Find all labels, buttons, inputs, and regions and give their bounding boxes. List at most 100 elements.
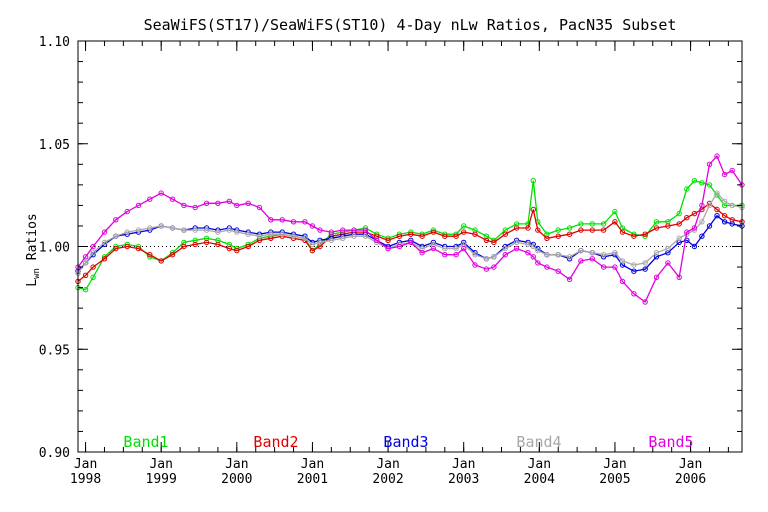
data-point: [279, 217, 285, 223]
data-point: [351, 227, 357, 233]
data-point: [90, 250, 96, 256]
data-point: [555, 252, 561, 258]
data-point: [714, 206, 720, 213]
data-point: [215, 200, 221, 207]
data-point: [461, 229, 467, 235]
data-point: [691, 210, 698, 217]
y-axis-label-sub: wn: [32, 268, 42, 279]
data-point: [525, 225, 531, 231]
data-point: [706, 202, 713, 209]
data-point: [653, 225, 660, 231]
data-point: [124, 243, 130, 250]
data-point: [203, 227, 210, 233]
data-point: [699, 233, 705, 239]
data-point: [642, 266, 648, 272]
data-point: [328, 237, 334, 244]
x-tick-month: Jan: [528, 457, 551, 472]
data-point: [721, 219, 728, 225]
x-tick-month: Jan: [452, 457, 475, 472]
data-point: [578, 221, 584, 227]
data-point: [483, 266, 490, 272]
data-point: [245, 243, 251, 250]
data-point: [642, 299, 648, 305]
data-point: [706, 161, 713, 168]
data-point: [351, 233, 357, 239]
data-point: [362, 233, 369, 239]
data-point: [566, 225, 573, 231]
data-point: [619, 229, 626, 235]
data-point: [530, 243, 536, 250]
legend-band3: Band3: [383, 433, 428, 451]
data-point: [430, 229, 437, 235]
data-point: [472, 252, 478, 258]
data-point: [676, 274, 682, 280]
data-point: [513, 245, 520, 252]
data-point: [181, 227, 187, 233]
data-point: [268, 231, 274, 237]
data-point: [566, 276, 573, 283]
data-point: [101, 256, 108, 262]
data-point: [419, 233, 425, 239]
data-point: [82, 272, 89, 278]
data-point: [706, 223, 713, 229]
data-point: [578, 247, 584, 254]
data-point: [684, 237, 690, 244]
data-point: [642, 260, 648, 266]
data-point: [385, 245, 391, 252]
data-point: [169, 225, 176, 231]
data-point: [483, 237, 490, 244]
data-point: [101, 239, 108, 246]
data-point: [530, 206, 536, 213]
data-point: [691, 178, 698, 184]
series-band2: [75, 200, 745, 285]
data-point: [684, 186, 690, 192]
data-point: [90, 264, 96, 270]
y-tick-label: 0.90: [39, 446, 70, 461]
data-point: [90, 274, 96, 280]
data-point: [502, 245, 508, 252]
y-tick-label: 1.05: [39, 138, 70, 153]
data-point: [721, 171, 728, 178]
data-point: [578, 227, 584, 233]
legend-band4: Band4: [516, 433, 561, 451]
data-point: [535, 227, 541, 233]
data-point: [566, 254, 573, 260]
x-tick-month: Jan: [149, 457, 172, 472]
data-point: [279, 231, 285, 237]
data-point: [631, 233, 637, 239]
data-point: [317, 239, 323, 246]
x-tick-year: 2004: [524, 472, 555, 487]
data-point: [309, 247, 316, 254]
data-point: [525, 250, 531, 256]
data-point: [665, 260, 671, 266]
data-point: [612, 264, 618, 270]
y-axis-label: Lwn Ratios: [25, 213, 42, 286]
data-point: [721, 198, 728, 205]
data-point: [676, 235, 682, 242]
data-point: [430, 245, 437, 252]
x-tick-year: 2005: [599, 472, 630, 487]
data-point: [589, 256, 595, 262]
data-point: [203, 239, 210, 246]
data-point: [101, 229, 108, 235]
data-point: [513, 239, 520, 246]
data-point: [691, 243, 698, 250]
data-point: [555, 268, 561, 274]
data-point: [491, 254, 497, 260]
data-point: [631, 268, 637, 274]
data-point: [665, 245, 671, 252]
data-point: [192, 227, 198, 233]
data-point: [684, 229, 690, 235]
x-tick-month: Jan: [225, 457, 248, 472]
data-point: [530, 178, 536, 184]
data-point: [113, 245, 119, 252]
data-point: [578, 258, 584, 264]
data-point: [555, 227, 561, 233]
data-point: [290, 219, 297, 225]
data-point: [234, 229, 240, 235]
data-point: [589, 221, 595, 227]
data-point: [234, 202, 240, 209]
data-point: [691, 225, 698, 231]
data-point: [729, 167, 735, 174]
data-point: [619, 278, 626, 285]
